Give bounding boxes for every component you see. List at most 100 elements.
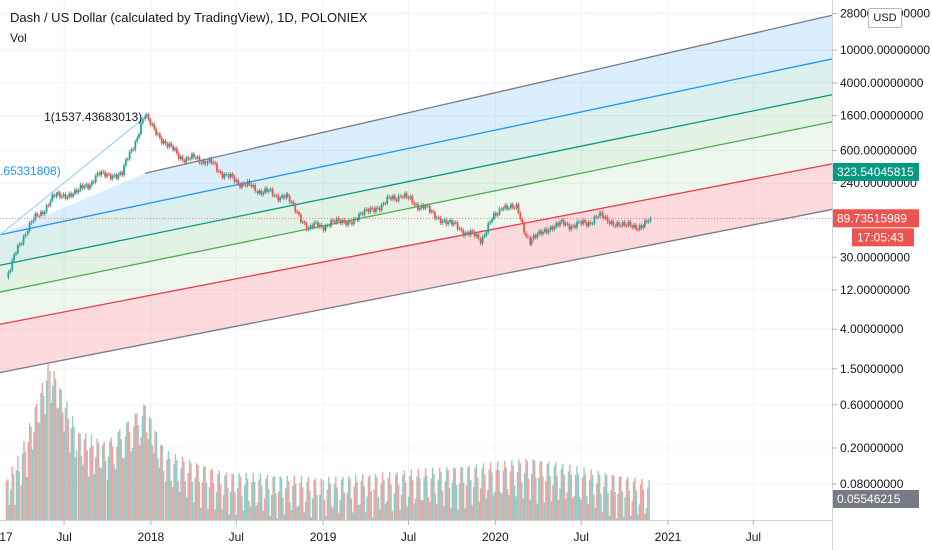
price-candle [153,123,156,129]
volume-bar [625,479,628,520]
volume-bar [306,481,308,520]
price-candle [549,226,552,231]
price-candle [315,222,317,224]
price-candle [9,270,12,273]
volume-bar [391,510,394,520]
channel-band [0,94,832,293]
price-candle [136,137,139,142]
volume-bar [162,470,165,520]
price-candle [128,151,131,159]
y-tick-label: 0.08000000 [840,477,904,491]
price-candle [428,205,431,213]
price-candle [393,195,396,200]
volume-bar [17,455,19,520]
price-candle [647,221,650,223]
volume-bar [319,494,321,520]
volume-bar [33,431,35,520]
fib-channel-line[interactable] [0,208,833,374]
volume-bar [374,473,377,520]
fib-origin-ray [0,116,146,236]
price-candle [223,174,226,178]
volume-bar [245,472,247,520]
volume-bar [477,477,479,520]
price-candle [126,158,129,160]
price-candle [283,195,285,199]
volume-badge-background [833,490,919,508]
volume-bar [73,427,75,520]
volume-bar [617,493,619,520]
price-candle [279,197,282,201]
price-candle [584,220,586,223]
volume-bar [577,474,580,520]
price-candle [18,243,21,246]
price-axis[interactable]: 28000.0000000010000.000000004000.0000000… [832,0,932,550]
price-candle [144,116,147,120]
volume-bar [370,491,372,520]
price-candle [636,229,639,231]
price-candle [20,243,23,245]
price-candle [24,234,27,237]
volume-bar [347,476,350,520]
price-candle [439,217,442,223]
price-candle [445,219,448,225]
fib-channel-line[interactable] [145,14,833,174]
volume-bar [621,491,623,520]
volume-bar [569,464,571,520]
price-candle [26,230,29,235]
price-candle [424,205,427,209]
volume-bar [549,476,551,520]
volume-bar [63,431,65,520]
volume-bar [79,433,81,520]
volume-bar [494,491,496,520]
price-candle [415,204,417,206]
volume-bar [446,467,448,520]
price-candle [100,171,103,175]
price-candle [107,174,110,176]
fib-channel-line[interactable] [0,163,833,325]
volume-bar [491,472,493,520]
price-candle [631,225,634,228]
volume-bar [539,461,541,520]
volume-bar [426,475,428,520]
volume-bar [552,484,554,520]
volume-bar [543,502,546,520]
price-candle [367,209,370,213]
volume-bar [601,511,604,520]
fib-channel[interactable] [0,14,833,374]
time-axis[interactable]: 17 Jul 2018 Jul 2019 Jul 2020 Jul 2021 Jul [0,520,832,550]
volume-bar [587,503,589,520]
volume-bar [516,472,519,520]
volume-bar [419,477,421,520]
price-candle [332,220,334,222]
volume-bar [474,467,476,520]
volume-bar [448,488,451,520]
price-candle [477,234,480,239]
price-candle [328,225,331,227]
price-candle [157,133,159,135]
price-candle [204,160,207,165]
price-candle [256,191,259,194]
volume-bar [249,506,252,520]
volume-bar [436,503,438,520]
volume-bar [420,500,422,520]
x-tick-label: 2019 [310,530,337,544]
volume-bar [18,471,20,520]
y-tick-label: 10000.00000000 [840,43,930,57]
price-candle [130,149,133,152]
price-candle [74,189,76,195]
volume-bar [390,484,392,520]
fib-left-label: .65331808) [0,164,61,178]
fib-channel-line[interactable] [0,121,833,293]
volume-bar [424,468,427,520]
fib-channel-line[interactable] [0,94,833,266]
volume-bar [154,430,156,520]
price-candle [281,195,283,198]
price-candle [191,153,193,159]
currency-button[interactable]: USD [868,8,902,28]
price-candle [452,222,455,225]
volume-indicator-label[interactable]: Vol [10,31,27,45]
volume-bar [307,477,310,520]
fib-channel-line[interactable] [0,58,833,236]
volume-bar [203,466,205,520]
